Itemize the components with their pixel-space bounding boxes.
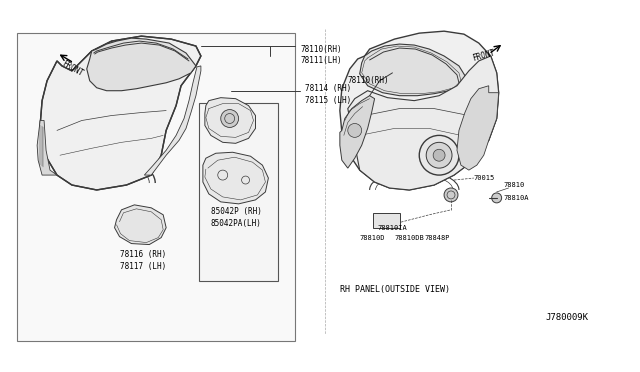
Text: 78110(RH): 78110(RH) [348,76,389,85]
Bar [372,213,401,228]
Polygon shape [145,66,201,175]
Text: 78810IA: 78810IA [378,225,407,231]
Text: 70015: 70015 [474,175,495,181]
Polygon shape [115,205,166,244]
Text: 78810: 78810 [504,182,525,188]
Polygon shape [457,86,499,170]
Text: 85042P (RH): 85042P (RH) [211,207,262,216]
Text: FRONT: FRONT [60,59,84,78]
Bar [199,103,278,281]
Circle shape [433,149,445,161]
Text: J780009K: J780009K [545,312,588,321]
Polygon shape [87,38,196,91]
Text: 85042PA(LH): 85042PA(LH) [211,219,262,228]
Polygon shape [340,31,499,190]
Polygon shape [360,44,467,96]
Text: 78810D: 78810D [360,235,385,241]
Polygon shape [203,152,268,204]
Text: 78114 (RH): 78114 (RH) [305,84,351,93]
Text: 78848P: 78848P [424,235,450,241]
Text: 78111(LH): 78111(LH) [300,57,342,65]
Text: 78810A: 78810A [504,195,529,201]
Circle shape [426,142,452,168]
Text: 78115 (LH): 78115 (LH) [305,96,351,105]
Text: FRONT: FRONT [471,49,495,63]
Circle shape [444,188,458,202]
Circle shape [492,193,502,203]
Text: 78810DB: 78810DB [394,235,424,241]
Polygon shape [40,36,201,190]
Circle shape [348,124,362,137]
Polygon shape [205,98,255,143]
Circle shape [221,110,239,128]
Text: 78117 (LH): 78117 (LH) [120,262,166,271]
Bar [17,33,295,341]
Circle shape [378,218,387,226]
Text: RH PANEL(OUTSIDE VIEW): RH PANEL(OUTSIDE VIEW) [340,285,450,294]
Polygon shape [348,56,499,190]
Polygon shape [340,96,374,168]
Circle shape [419,135,459,175]
Polygon shape [37,121,57,175]
Text: 78116 (RH): 78116 (RH) [120,250,166,259]
Text: 78110(RH): 78110(RH) [300,45,342,54]
